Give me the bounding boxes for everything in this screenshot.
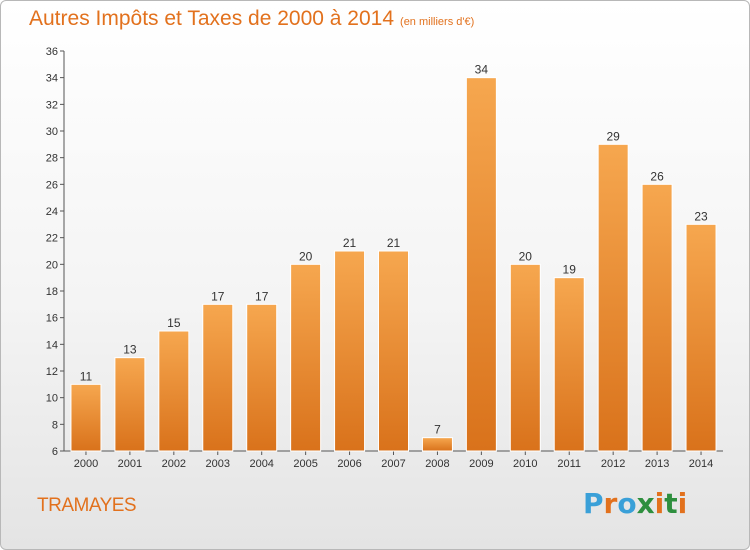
logo-letter: r (603, 487, 618, 520)
x-tick-label: 2007 (381, 458, 405, 470)
y-tick-label: 16 (46, 313, 58, 325)
y-tick-label: 26 (46, 179, 58, 191)
bar-2014 (685, 223, 717, 452)
bar-2004 (246, 303, 278, 452)
data-labels: 11 13 15 17 17 20 21 21 7 34 20 19 29 26 23 (80, 63, 708, 437)
bar-2013 (641, 183, 673, 452)
data-label-2011: 19 (563, 263, 577, 277)
bar-2012 (597, 143, 629, 452)
chart-title: Autres Impôts et Taxes de 2000 à 2014 (29, 7, 395, 30)
data-label-2014: 23 (694, 209, 708, 223)
bars (70, 77, 717, 452)
bar-2006 (334, 250, 366, 452)
data-label-2003: 17 (211, 289, 225, 303)
chart-subtitle: (en milliers d'€) (400, 16, 475, 28)
x-tick-label: 2004 (249, 458, 273, 470)
y-tick-label: 28 (46, 153, 58, 165)
y-tick-label: 20 (46, 259, 58, 271)
proxiti-logo: Proxiti (583, 487, 687, 520)
bar-2010 (509, 263, 541, 452)
y-tick-label: 14 (46, 339, 58, 351)
x-tick-label: 2001 (118, 458, 142, 470)
data-label-2000: 11 (80, 369, 93, 383)
data-label-2008: 7 (434, 423, 441, 437)
data-label-2002: 15 (167, 316, 181, 330)
y-tick-label: 30 (46, 126, 58, 138)
bar-2000 (70, 383, 102, 452)
logo-letter: o (617, 487, 637, 520)
x-tick-label: 2009 (469, 458, 493, 470)
x-tick-label: 2005 (293, 458, 317, 470)
y-tick-label: 18 (46, 286, 58, 298)
x-tick-label: 2003 (206, 458, 230, 470)
data-label-2006: 21 (343, 236, 357, 250)
data-label-2007: 21 (387, 236, 401, 250)
bar-2003 (202, 303, 234, 452)
y-tick-label: 10 (46, 393, 58, 405)
bar-2009 (465, 77, 497, 452)
data-label-2001: 13 (123, 343, 137, 357)
x-tick-label: 2010 (513, 458, 537, 470)
chart-title-block: Autres Impôts et Taxes de 2000 à 2014 (en… (29, 7, 474, 31)
y-tick-label: 24 (46, 206, 58, 218)
data-label-2013: 26 (650, 169, 664, 183)
bar-2005 (290, 263, 322, 452)
y-tick-label: 32 (46, 99, 58, 111)
y-tick-label: 12 (46, 366, 58, 378)
bar-2007 (378, 250, 409, 452)
bar-2001 (114, 357, 146, 452)
x-tick-label: 2012 (601, 458, 625, 470)
data-label-2004: 17 (255, 289, 269, 303)
bar-2002 (158, 330, 190, 452)
y-tick-label: 22 (46, 233, 58, 245)
x-tick-label: 2006 (337, 458, 361, 470)
logo-letter: P (583, 487, 604, 520)
y-tick-label: 34 (46, 73, 58, 85)
data-label-2005: 20 (299, 249, 313, 263)
logo-letter: i (677, 487, 688, 520)
x-tick-label: 2013 (645, 458, 669, 470)
y-tick-label: 8 (52, 419, 58, 431)
data-label-2010: 20 (519, 249, 533, 263)
logo-letter: i (654, 487, 665, 520)
data-label-2009: 34 (475, 63, 489, 77)
data-label-2012: 29 (606, 129, 620, 143)
bar-2008 (421, 437, 453, 452)
x-tick-label: 2000 (74, 458, 98, 470)
logo-letter: t (664, 487, 678, 520)
x-tick-label: 2008 (425, 458, 449, 470)
logo-letter: x (636, 487, 655, 520)
commune-name: TRAMAYES (37, 495, 137, 516)
x-tick-label: 2014 (689, 458, 713, 470)
x-tick-label: 2011 (557, 458, 581, 470)
y-tick-label: 6 (52, 446, 58, 458)
bar-2011 (553, 277, 585, 452)
x-tick-label: 2002 (162, 458, 186, 470)
y-tick-label: 36 (46, 46, 58, 58)
